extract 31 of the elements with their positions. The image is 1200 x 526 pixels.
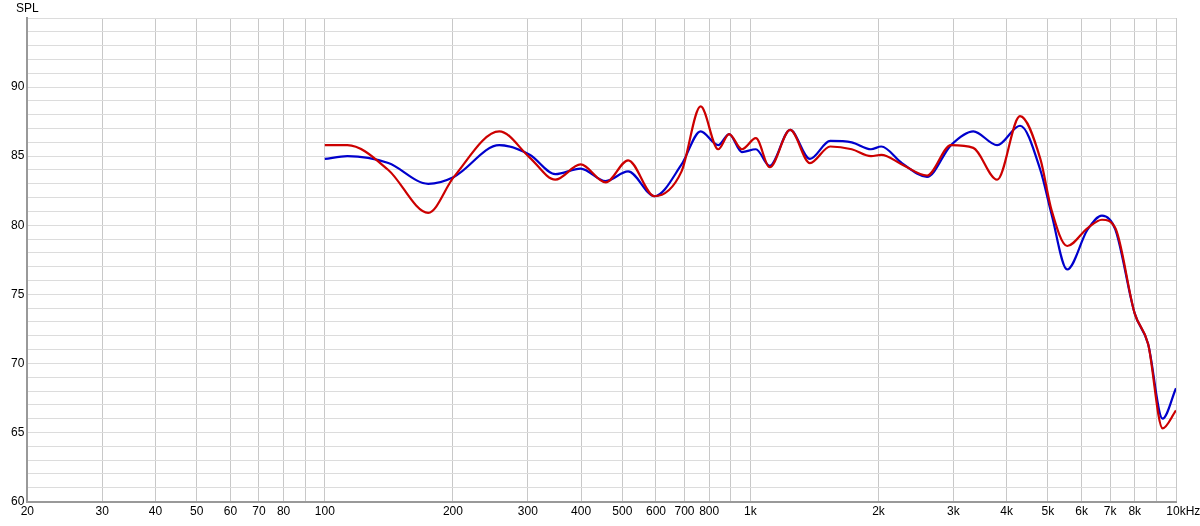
y-tick-label: 70 [10, 355, 25, 370]
x-tick-label: 80 [276, 504, 291, 519]
x-tick-label: 7k [1103, 504, 1118, 519]
y-axis-title: SPL [16, 1, 40, 16]
x-tick-label: 600 [645, 504, 667, 519]
y-tick-label: 65 [10, 424, 25, 439]
x-tick-label: 70 [252, 504, 266, 519]
x-tick-label: 50 [190, 504, 204, 519]
x-tick-label: 2k [872, 504, 886, 519]
x-tick-label: 100 [314, 504, 336, 519]
x-tick-label: 60 [223, 504, 238, 519]
y-tick-label: 80 [10, 217, 25, 232]
y-tick-label: 75 [10, 286, 25, 301]
x-tick-label: 8k [1128, 504, 1143, 519]
x-tick-label: 500 [612, 504, 633, 519]
x-tick-label: 6k [1075, 504, 1089, 519]
x-tick-label: 3k [947, 504, 961, 519]
x-tick-label: 300 [517, 504, 539, 519]
x-tick-label: 10k [1166, 504, 1187, 519]
x-tick-label: 40 [148, 504, 163, 519]
x-tick-label: 800 [699, 504, 720, 519]
x-tick-label: 4k [1000, 504, 1014, 519]
y-tick-label: 85 [10, 148, 25, 163]
x-tick-label: 700 [674, 504, 695, 519]
x-tick-label: 200 [442, 504, 464, 519]
x-tick-label: 5k [1041, 504, 1056, 519]
y-tick-label: 90 [10, 79, 25, 94]
x-tick-label: 1k [744, 504, 758, 519]
x-tick-label: 400 [571, 504, 592, 519]
x-axis-title: Hz [1185, 503, 1200, 518]
x-tick-label: 30 [95, 504, 110, 519]
